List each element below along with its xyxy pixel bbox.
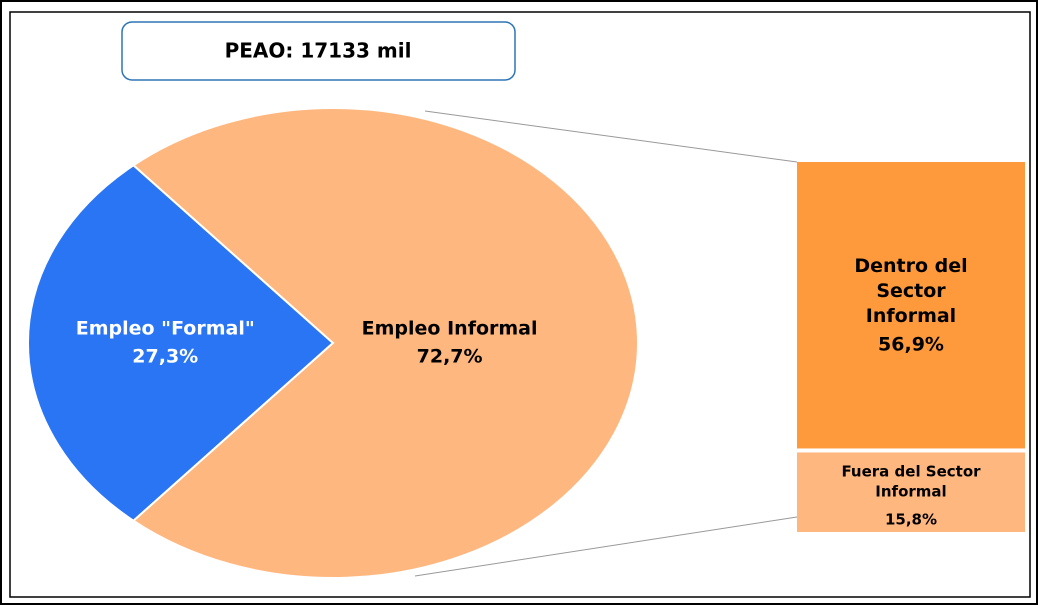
bar-segment <box>797 452 1025 532</box>
pie-label: Empleo Informal <box>361 317 538 340</box>
bar-label: Dentro del Sector Informal <box>854 255 968 327</box>
connector <box>424 110 798 163</box>
inner-frame <box>9 11 1031 598</box>
bar-value-label: 56,9% <box>878 333 944 356</box>
pie-label: Empleo "Formal" <box>75 317 255 340</box>
bar-segment <box>797 162 1025 449</box>
chart-title: PEAO: 17133 mil <box>225 39 412 63</box>
bar-label: Fuera del Sector Informal <box>841 462 981 501</box>
pie-value-label: 27,3% <box>132 345 199 368</box>
bar-value-label: 15,8% <box>884 510 938 529</box>
connector <box>414 516 798 577</box>
pie-value-label: 72,7% <box>416 345 483 368</box>
pie-slice <box>131 107 639 579</box>
pie-slice <box>27 164 335 522</box>
title-box <box>121 21 516 81</box>
